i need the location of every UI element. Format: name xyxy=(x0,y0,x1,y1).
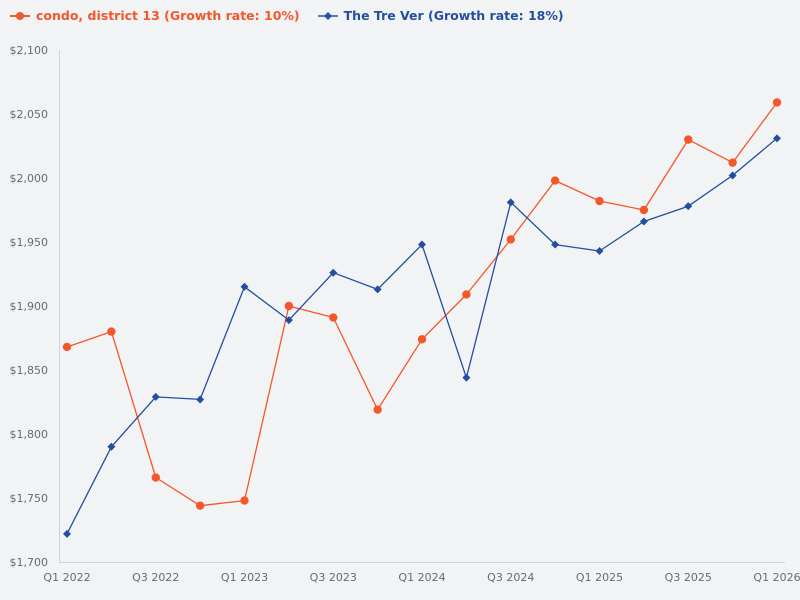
data-point[interactable] xyxy=(418,240,426,249)
data-point[interactable] xyxy=(506,198,515,207)
data-point[interactable] xyxy=(506,235,515,244)
x-tick-label: Q1 2022 xyxy=(43,571,90,584)
data-point[interactable] xyxy=(462,373,471,382)
diamond-marker-icon xyxy=(317,11,338,20)
data-point[interactable] xyxy=(151,473,160,482)
series-condo-district-13 xyxy=(62,98,782,510)
data-point[interactable] xyxy=(550,176,560,185)
data-point[interactable] xyxy=(417,335,427,344)
data-point[interactable] xyxy=(373,405,382,414)
data-point[interactable] xyxy=(684,202,693,211)
y-tick-label: $2,050 xyxy=(10,108,49,121)
data-point[interactable] xyxy=(240,282,249,291)
chart-legend: condo, district 13 (Growth rate: 10%) Th… xyxy=(10,8,564,23)
data-point[interactable] xyxy=(462,290,471,299)
data-point[interactable] xyxy=(63,529,71,538)
legend-item-condo-district-13[interactable]: condo, district 13 (Growth rate: 10%) xyxy=(10,8,300,23)
x-tick-label: Q3 2025 xyxy=(665,571,712,584)
legend-label-series-b: The Tre Ver (Growth rate: 18%) xyxy=(343,8,564,23)
data-point[interactable] xyxy=(196,395,205,404)
data-point[interactable] xyxy=(773,134,781,143)
data-point[interactable] xyxy=(329,313,338,322)
data-point[interactable] xyxy=(107,442,116,451)
data-point[interactable] xyxy=(595,246,604,255)
data-point[interactable] xyxy=(684,135,693,144)
y-tick-label: $2,000 xyxy=(10,172,49,185)
legend-item-the-tre-ver[interactable]: The Tre Ver (Growth rate: 18%) xyxy=(317,8,564,23)
x-tick-label: Q3 2022 xyxy=(132,571,179,584)
data-point[interactable] xyxy=(728,158,737,167)
y-tick-label: $1,900 xyxy=(10,300,49,313)
data-point[interactable] xyxy=(151,392,160,401)
y-tick-label: $2,100 xyxy=(10,44,49,57)
circle-marker-icon xyxy=(10,11,30,20)
x-tick-label: Q3 2024 xyxy=(487,571,534,584)
x-axis: Q1 2022 Q3 2022 Q1 2023 Q3 2023 Q1 2024 Q3 20… xyxy=(43,562,800,584)
data-point[interactable] xyxy=(595,196,604,206)
data-point[interactable] xyxy=(728,171,737,180)
y-tick-label: $1,700 xyxy=(10,556,49,569)
data-point[interactable] xyxy=(772,98,782,107)
x-tick-label: Q1 2024 xyxy=(398,571,445,584)
data-point[interactable] xyxy=(284,316,293,325)
x-tick-label: Q1 2025 xyxy=(576,571,623,584)
data-point[interactable] xyxy=(62,342,72,352)
series-the-tre-ver xyxy=(63,134,781,538)
legend-label-series-a: condo, district 13 (Growth rate: 10%) xyxy=(36,8,300,23)
data-point[interactable] xyxy=(329,268,338,277)
data-point[interactable] xyxy=(284,301,294,311)
y-tick-label: $1,950 xyxy=(10,236,49,249)
x-tick-label: Q1 2026 xyxy=(753,571,800,584)
data-point[interactable] xyxy=(639,205,649,215)
x-tick-label: Q1 2023 xyxy=(221,571,268,584)
data-point[interactable] xyxy=(107,327,116,336)
x-tick-label: Q3 2023 xyxy=(310,571,357,584)
y-tick-label: $1,750 xyxy=(10,492,49,505)
data-point[interactable] xyxy=(195,501,205,510)
y-axis: $1,700 $1,750 $1,800 $1,850 $1,900 $1,950 $2,0… xyxy=(10,44,60,569)
y-tick-label: $1,850 xyxy=(10,364,49,377)
data-point[interactable] xyxy=(551,240,560,249)
y-tick-label: $1,800 xyxy=(10,428,49,441)
data-point[interactable] xyxy=(639,217,648,226)
data-point[interactable] xyxy=(240,496,249,505)
data-point[interactable] xyxy=(373,285,382,294)
